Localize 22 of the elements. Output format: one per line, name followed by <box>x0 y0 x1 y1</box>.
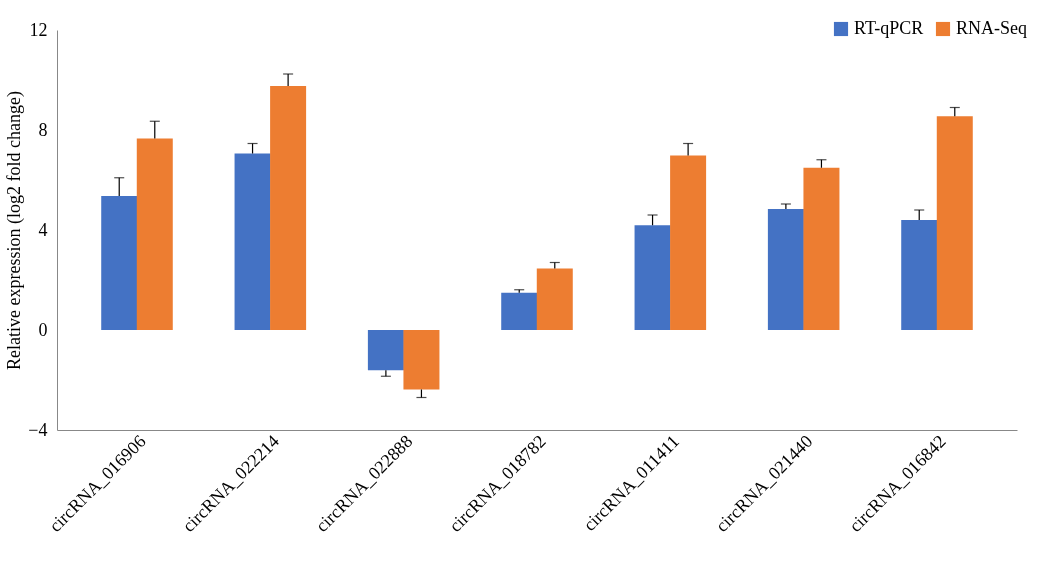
y-tick-label: 0 <box>38 319 48 340</box>
bar <box>634 225 671 330</box>
y-tick-label: 12 <box>29 19 48 40</box>
bar <box>403 330 440 390</box>
bar <box>501 292 538 330</box>
bar <box>234 153 271 330</box>
bar <box>367 330 404 371</box>
bar <box>901 220 938 330</box>
bar <box>270 86 307 330</box>
bar <box>536 268 573 330</box>
y-axis-title: Relative expression (log2 fold change) <box>4 91 26 370</box>
bar <box>803 167 840 330</box>
legend-label: RNA-Seq <box>956 18 1027 38</box>
y-tick-label: 4 <box>38 219 48 240</box>
y-tick-label: −4 <box>28 419 48 440</box>
bar <box>670 155 707 330</box>
bar <box>936 116 973 330</box>
y-tick-label: 8 <box>38 119 48 140</box>
bar <box>136 138 173 330</box>
bar <box>767 209 804 330</box>
legend-label: RT-qPCR <box>854 18 924 38</box>
bar <box>101 196 138 330</box>
